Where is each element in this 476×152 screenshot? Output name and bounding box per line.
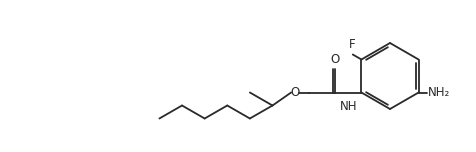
Text: O: O [290, 86, 300, 99]
Text: NH: NH [340, 100, 357, 112]
Text: NH₂: NH₂ [427, 86, 450, 99]
Text: O: O [331, 53, 340, 66]
Text: F: F [348, 38, 355, 52]
